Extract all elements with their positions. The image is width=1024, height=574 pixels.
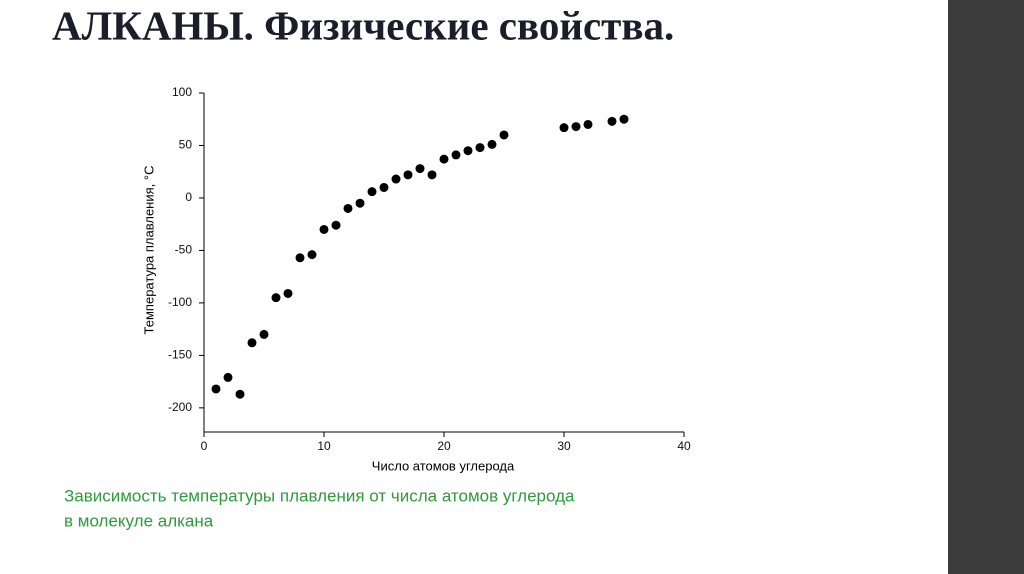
x-tick-label: 30 bbox=[557, 439, 571, 453]
data-point bbox=[211, 384, 221, 394]
data-point bbox=[439, 154, 449, 164]
data-point bbox=[343, 203, 353, 213]
y-tick-label: -200 bbox=[168, 400, 192, 414]
data-point bbox=[259, 329, 269, 339]
y-tick-label: 50 bbox=[179, 138, 193, 152]
side-bar bbox=[948, 0, 1024, 574]
y-tick-label: -50 bbox=[175, 243, 193, 257]
y-tick-label: -100 bbox=[168, 295, 192, 309]
data-point bbox=[223, 372, 233, 382]
data-point bbox=[619, 114, 629, 124]
caption-line: в молекуле алкана bbox=[64, 511, 214, 530]
x-tick-label: 40 bbox=[677, 439, 691, 453]
x-tick-label: 20 bbox=[437, 439, 451, 453]
data-point bbox=[559, 123, 569, 133]
data-point bbox=[427, 170, 437, 180]
data-point bbox=[307, 250, 317, 260]
data-point bbox=[331, 220, 341, 230]
y-tick-label: 100 bbox=[172, 85, 192, 99]
data-point bbox=[487, 139, 497, 149]
data-point bbox=[319, 224, 329, 234]
data-point bbox=[379, 182, 389, 192]
data-point bbox=[463, 146, 473, 156]
x-tick-label: 10 bbox=[317, 439, 331, 453]
slide-title: АЛКАНЫ. Физические свойства. bbox=[52, 2, 674, 48]
data-point bbox=[499, 130, 509, 140]
data-point bbox=[247, 338, 257, 348]
data-point bbox=[283, 288, 293, 298]
data-point bbox=[235, 389, 245, 399]
x-axis-label: Число атомов углерода bbox=[372, 458, 515, 473]
data-point bbox=[475, 143, 485, 153]
x-tick-label: 0 bbox=[201, 439, 208, 453]
caption-line: Зависимость температуры плавления от чис… bbox=[64, 486, 575, 505]
data-point bbox=[355, 198, 365, 208]
data-point bbox=[295, 253, 305, 263]
y-axis-label: Температура плавления, °C bbox=[141, 166, 156, 335]
data-point bbox=[451, 150, 461, 160]
data-point bbox=[415, 164, 425, 174]
data-point bbox=[607, 116, 617, 126]
y-tick-label: -150 bbox=[168, 348, 192, 362]
y-tick-label: 0 bbox=[185, 190, 192, 204]
data-point bbox=[571, 122, 581, 132]
data-point bbox=[583, 119, 593, 129]
data-point bbox=[403, 170, 413, 180]
data-point bbox=[367, 187, 377, 197]
data-point bbox=[391, 174, 401, 184]
data-point bbox=[271, 293, 281, 303]
